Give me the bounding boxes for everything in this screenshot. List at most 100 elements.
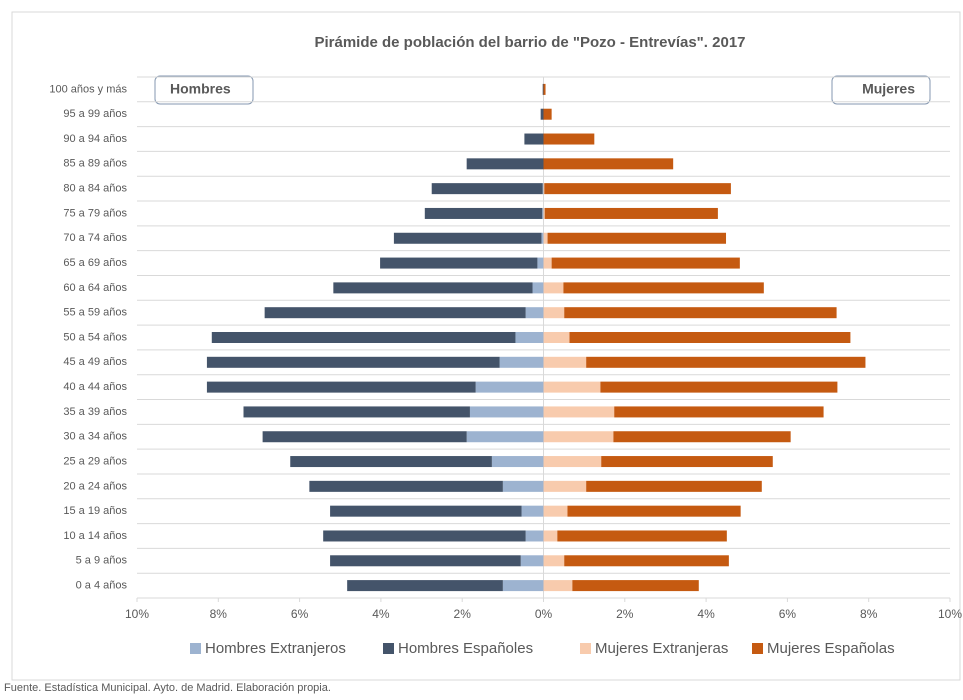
bar [243,406,470,418]
y-tick-label: 95 a 99 años [63,108,127,120]
bar [543,530,558,542]
y-tick-label: 85 a 89 años [63,158,127,170]
bar [543,158,674,170]
bar [569,332,851,343]
bar [543,431,614,443]
bar [469,406,544,418]
bar [520,555,544,567]
y-tick-label: 90 a 94 años [63,133,127,145]
bar [543,282,564,294]
annotation: Mujeres [862,81,915,97]
bar [551,257,740,269]
bar [532,282,544,294]
chart-frame [11,11,961,681]
bar [601,456,773,468]
bar [543,232,548,244]
bar [544,207,718,219]
bar [543,83,546,95]
y-tick-label: 80 a 84 años [63,183,127,195]
bar [543,133,595,145]
x-tick-label: 2% [454,607,472,621]
chart-title: Pirámide de población del barrio de "Poz… [314,34,745,51]
y-tick-label: 70 a 74 años [63,232,127,244]
bar [323,530,526,542]
y-tick-label: 45 a 49 años [63,356,127,368]
bar [563,282,764,294]
y-tick-label: 55 a 59 años [63,307,127,319]
legend-label: Mujeres Extranjeras [595,640,728,657]
annotation: Hombres [170,81,231,97]
bar [206,381,476,393]
bar [543,406,615,418]
bar [586,356,866,368]
legend-swatch [752,643,763,654]
bar [572,580,699,592]
bar [521,505,544,517]
x-tick-label: 8% [860,607,878,621]
legend-label: Mujeres Españolas [767,640,895,657]
bar [543,381,601,393]
y-tick-label: 50 a 54 años [63,331,127,343]
bar [543,332,570,343]
bar [543,505,568,517]
bar [466,158,544,170]
bar [547,232,727,244]
y-tick-label: 40 a 44 años [63,381,127,393]
y-tick-label: 60 a 64 años [63,282,127,294]
bar [309,480,503,492]
bar [502,580,544,592]
bar [525,530,544,542]
bar [525,307,544,319]
x-tick-label: 6% [779,607,797,621]
legend-label: Hombres Españoles [398,640,533,657]
bar [515,332,544,343]
bar [206,356,500,368]
bar [333,282,533,294]
bar [211,332,516,343]
bar [613,431,791,443]
bar [290,456,492,468]
bar [543,108,552,120]
x-tick-label: 2% [616,607,634,621]
bar [542,83,544,95]
bar [542,207,544,219]
bar [347,580,503,592]
bar [543,580,573,592]
bar [424,207,543,219]
bar [542,183,544,195]
bar [541,232,544,244]
x-tick-label: 0% [535,607,553,621]
y-tick-label: 30 a 34 años [63,431,127,443]
bar [564,555,729,567]
y-tick-label: 65 a 69 años [63,257,127,269]
y-tick-label: 15 a 19 años [63,505,127,517]
bar [543,456,602,468]
bar [564,307,837,319]
legend-swatch [383,643,394,654]
bar [524,133,544,145]
bar [499,356,544,368]
bar [330,555,521,567]
annotation-box [831,75,931,105]
bar [330,505,522,517]
annotation-box [154,75,254,105]
bar [380,257,538,269]
bar [543,356,587,368]
bar [543,207,545,219]
bar [543,183,545,195]
bar [466,431,544,443]
bar [264,307,526,319]
bar [544,183,731,195]
y-tick-label: 5 a 9 años [76,555,128,567]
bar [537,257,544,269]
x-tick-label: 6% [291,607,309,621]
bar [614,406,824,418]
x-tick-label: 10% [938,607,962,621]
x-tick-label: 4% [697,607,715,621]
bar [431,183,543,195]
bar [262,431,467,443]
y-tick-label: 75 a 79 años [63,207,127,219]
bar [543,257,552,269]
y-tick-label: 100 años y más [49,83,127,95]
